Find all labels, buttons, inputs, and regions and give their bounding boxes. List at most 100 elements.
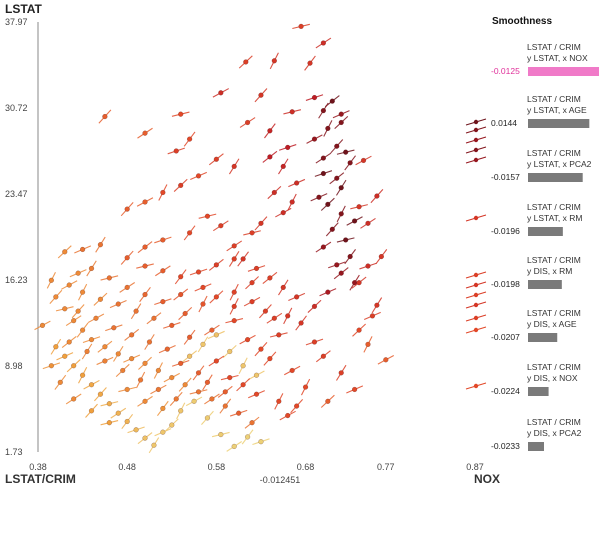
ranking-item-bar [528,280,562,289]
scatter-point [217,385,233,398]
scatter-point [74,245,92,254]
scatter-point [248,390,265,399]
scatter-point [183,225,196,241]
scatter-point [144,334,155,350]
scatter-point [320,394,335,408]
y-tick-label: 30.72 [5,103,28,113]
scatter-point [363,336,373,353]
ranking-item-title: LSTAT / CRIM [527,255,581,265]
scatter-point [319,288,337,297]
scatter-point [335,179,347,196]
y-axis-label: LSTAT [5,2,43,16]
scatter-point [304,55,316,71]
scatter-point [100,420,119,426]
scatter-point [154,236,172,244]
ranking-item-title: LSTAT / CRIM [527,148,581,158]
ranking-item-bar [528,119,590,128]
scatter-point [207,330,225,339]
x-tick-label: 0.77 [377,462,395,472]
scatter-point [306,134,323,144]
scatter-point [105,324,123,332]
scatter-point [315,152,332,164]
scatter-point [229,298,239,315]
scatter-point [315,350,331,363]
scatter-point [288,178,306,188]
scatter-point [148,437,160,454]
scatter-point [350,204,368,210]
smoothness-preview-strips [465,118,487,390]
x-tick-label: 0.48 [118,462,136,472]
scatter-point [57,245,72,259]
scatter-point [328,261,346,269]
scatter-point [109,299,127,309]
ranking-item-value: -0.0198 [491,279,520,289]
scatter-point [173,288,189,301]
scatter-point [355,155,372,166]
scatter-point [167,147,185,155]
scatter-point [269,332,288,338]
x-tick-label: 0.87 [466,462,484,472]
scatter-point [264,123,276,139]
scatter-point [204,393,220,405]
scatter-point [222,344,237,359]
scatter-point [155,265,171,277]
scatter-point [279,410,296,421]
scatter-point [238,55,253,69]
preview-strip-mark [465,291,487,299]
scatter-point [247,265,266,272]
plot-area[interactable] [34,22,394,454]
scatter-point [363,311,381,320]
scatter-point [202,374,213,391]
scatter-point [305,94,324,101]
scatter-point [274,393,284,410]
scatter-point [228,158,240,175]
preview-strip-mark [465,301,487,309]
scatter-point [178,306,193,321]
scatter-point [95,236,106,253]
y-tick-labels: 1.73 8.98 16.23 23.47 30.72 37.97 [5,17,28,457]
scatter-point [220,374,239,381]
ranking-item-title: LSTAT / CRIM [527,202,581,212]
scatter-point [183,131,196,147]
scatter-point [377,355,394,365]
scatter-point [198,295,208,313]
ranking-item-bar [528,227,563,236]
scatter-point [314,170,333,177]
scatter-point [225,318,244,324]
scatter-point [115,363,130,378]
scatter-point [360,217,376,229]
scatter-point [344,249,356,265]
scatter-points [34,23,394,454]
scatter-point [49,289,63,304]
scatter-point [158,184,168,201]
scatter-point [50,338,62,355]
scatter-point [78,283,88,301]
scatter-point [292,23,310,30]
scatter-point [243,296,261,307]
scatter-point [178,377,192,392]
ranking-item-value: 0.0144 [491,118,517,128]
scatter-point [66,359,81,373]
scatter-point [189,268,208,276]
scatter-point [243,230,261,236]
scatter-point [182,350,198,363]
scatter-point [61,280,78,290]
scatter-point [267,185,282,200]
scatter-point [123,354,141,363]
scatter-point [190,171,208,180]
scatter-point [173,178,188,192]
scatter-point [229,283,239,301]
scatter-point [61,336,77,349]
scatter-point [163,322,181,329]
scatter-point [254,342,268,357]
